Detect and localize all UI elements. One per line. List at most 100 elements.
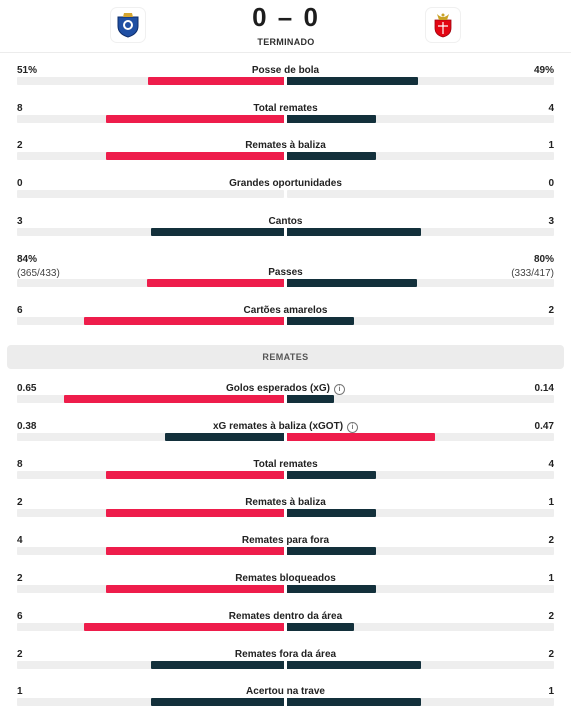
home-bar-track [17,152,284,160]
home-bar-fill [106,585,284,593]
home-value-main: 1 [17,686,23,697]
away-value: 80% (333/417) [511,254,554,279]
away-value: 2 [548,305,554,316]
stat-name: Remates fora da área [110,649,461,660]
away-value: 1 [548,686,554,697]
home-bar-track [17,317,284,325]
fc-porto-crest-icon[interactable] [111,8,145,42]
home-bar-track [17,509,284,517]
away-bar-fill [287,471,376,479]
away-value: 2 [548,649,554,660]
home-value-main: 51% [17,65,38,76]
stat-label: Passes [268,267,303,278]
home-value: 51% [17,65,37,76]
stat-name: Remates bloqueados [110,573,461,584]
stat-name: Cartões amarelos [110,305,461,316]
away-bar-fill [287,77,418,85]
stat-name: Remates à baliza [110,140,461,151]
away-bar-track [287,190,554,198]
stat-label: Cartões amarelos [243,305,328,316]
home-bar-track [17,698,284,706]
stat-name: Acertou na trave [110,686,461,697]
away-bar-track [287,471,554,479]
home-value: 0 [17,178,23,189]
away-bar-fill [287,585,376,593]
stat-label: Acertou na trave [246,686,325,697]
info-icon[interactable]: i [333,384,345,395]
home-bar-fill [106,471,284,479]
away-bar-track [287,115,554,123]
home-value: 8 [17,459,23,470]
away-value: 4 [548,103,554,114]
away-value: 0.47 [535,421,554,432]
away-value-main: 0 [548,178,554,189]
home-bar-fill [150,661,284,669]
home-value-main: 6 [17,305,23,316]
home-bar-track [17,395,284,403]
stat-name: Cantos [110,216,461,227]
match-status: TERMINADO [257,37,315,47]
away-value: 0.14 [535,383,554,394]
away-value: 1 [548,140,554,151]
away-bar-track [287,509,554,517]
stat-name: Remates para fora [110,535,461,546]
away-bar-track [287,228,554,236]
away-value-main: 2 [548,649,554,660]
home-value-main: 2 [17,497,23,508]
home-bar-track [17,547,284,555]
away-value: 2 [548,611,554,622]
away-value-main: 49% [533,65,554,76]
home-bar-track [17,433,284,441]
stat-name: Grandes oportunidades [110,178,461,189]
home-bar-track [17,115,284,123]
home-bar-track [17,471,284,479]
stat-label: xG remates à baliza (xGOT) [212,421,344,432]
away-value-main: 2 [548,305,554,316]
away-value: 0 [548,178,554,189]
away-value-main: 2 [548,535,554,546]
away-value-main: 1 [548,140,554,151]
home-value-main: 84% [17,254,38,265]
stat-label: Total remates [253,103,318,114]
away-value: 1 [548,497,554,508]
home-value-main: 0 [17,178,23,189]
away-value-main: 1 [548,686,554,697]
stat-label: Cantos [268,216,303,227]
away-bar-track [287,152,554,160]
home-bar-track [17,228,284,236]
away-value-detail: (333/417) [511,268,554,279]
home-value-main: 2 [17,573,23,584]
stat-label: Remates dentro da área [228,611,343,622]
home-value-main: 2 [17,649,23,660]
away-value: 2 [548,535,554,546]
away-bar-fill [287,547,376,555]
away-value-main: 1 [548,573,554,584]
away-value-main: 80% [533,254,554,265]
away-bar-fill [287,661,421,669]
match-score: 0 – 0 [252,2,320,32]
info-icon[interactable]: i [347,422,359,433]
home-bar-fill [83,623,284,631]
home-value: 84% (365/433) [17,254,60,279]
sl-benfica-crest-icon[interactable] [426,8,460,42]
home-bar-fill [147,77,284,85]
home-value-main: 8 [17,103,23,114]
away-bar-fill [287,395,335,403]
away-bar-track [287,623,554,631]
home-value-main: 0.38 [17,421,37,432]
home-value: 6 [17,611,23,622]
away-bar-fill [287,228,421,236]
away-bar-fill [287,152,376,160]
away-bar-fill [287,279,418,287]
away-value-main: 1 [548,497,554,508]
home-value: 2 [17,497,23,508]
away-bar-track [287,661,554,669]
away-value-main: 4 [548,459,554,470]
away-bar-track [287,77,554,85]
away-bar-track [287,317,554,325]
away-bar-fill [287,115,376,123]
home-value: 2 [17,649,23,660]
stat-label: Total remates [253,459,318,470]
home-value: 0.38 [17,421,36,432]
home-value: 2 [17,573,23,584]
